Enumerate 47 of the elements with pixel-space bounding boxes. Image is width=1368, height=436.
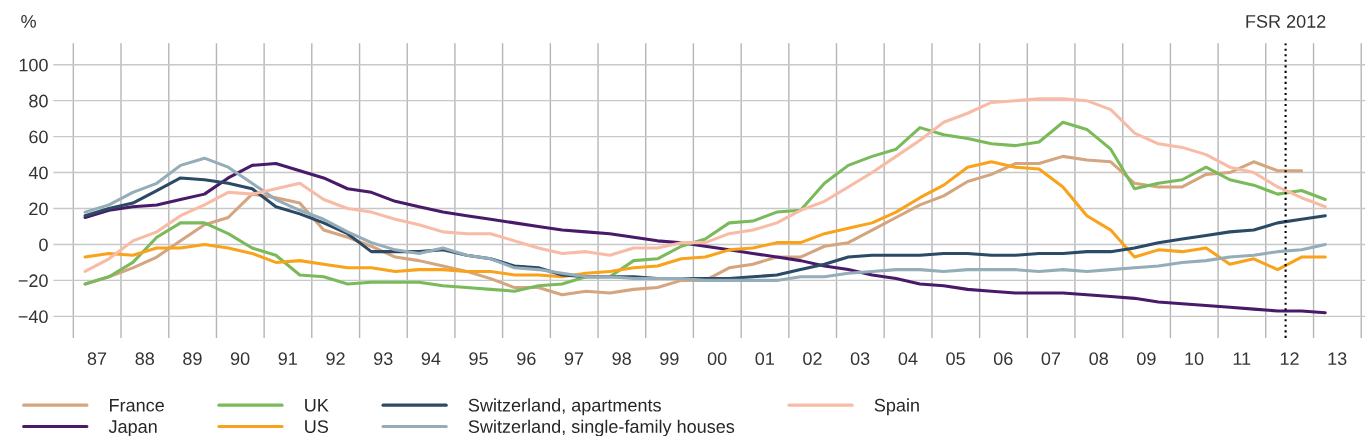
line-series — [83, 162, 1327, 315]
y-tick-label: 40 — [28, 166, 48, 180]
legend-label: US — [305, 420, 329, 433]
line-series — [83, 120, 1327, 293]
x-tick-label: 92 — [326, 352, 345, 366]
x-tick-label: 96 — [517, 352, 536, 366]
x-tick-label: 05 — [946, 352, 965, 366]
x-tick-label: 99 — [660, 352, 679, 366]
x-tick-label: 89 — [183, 352, 202, 366]
x-tick-label: 09 — [1137, 352, 1156, 366]
legend-label: Switzerland, apartments — [468, 398, 661, 416]
y-tick-label: 60 — [29, 130, 48, 144]
x-tick-label: 91 — [278, 352, 297, 366]
x-tick-label: 02 — [803, 352, 822, 366]
legend-label: Japan — [108, 420, 157, 436]
x-tick-label: 12 — [1280, 352, 1299, 365]
y-tick-label: −40 — [18, 310, 48, 324]
x-tick-label: 03 — [850, 352, 870, 366]
x-tick-label: 06 — [993, 352, 1013, 366]
line-series — [83, 97, 1327, 273]
ref-line-label: FSR 2012 — [1246, 15, 1326, 28]
x-tick-label: 97 — [564, 352, 584, 366]
x-tick-label: 07 — [1041, 352, 1061, 366]
y-tick-label: 80 — [29, 94, 48, 108]
legend-label: UK — [305, 399, 329, 412]
x-tick-label: 00 — [707, 352, 727, 366]
y-tick-label: 100 — [19, 58, 48, 72]
x-tick-label: 87 — [87, 352, 107, 366]
x-tick-label: 13 — [1328, 352, 1347, 366]
x-tick-label: 93 — [374, 352, 393, 366]
x-tick-label: 10 — [1185, 352, 1204, 366]
legend-label: Switzerland, single-family houses — [468, 419, 735, 436]
x-tick-label: 04 — [898, 352, 918, 366]
x-tick-label: 90 — [230, 352, 250, 366]
x-tick-label: 94 — [421, 352, 441, 366]
y-tick-label: 0 — [39, 238, 48, 252]
y-tick-label: 20 — [29, 202, 48, 216]
legend-label: France — [110, 399, 164, 412]
y-tick-label: −20 — [18, 274, 48, 288]
x-tick-label: 95 — [469, 352, 488, 366]
x-tick-label: 98 — [612, 352, 631, 366]
x-tick-label: 01 — [755, 352, 774, 366]
x-tick-label: 11 — [1233, 352, 1251, 365]
y-axis-title: % — [21, 15, 36, 28]
legend-label: Spain — [874, 398, 919, 416]
x-tick-label: 88 — [135, 352, 155, 366]
x-tick-label: 08 — [1089, 352, 1108, 366]
